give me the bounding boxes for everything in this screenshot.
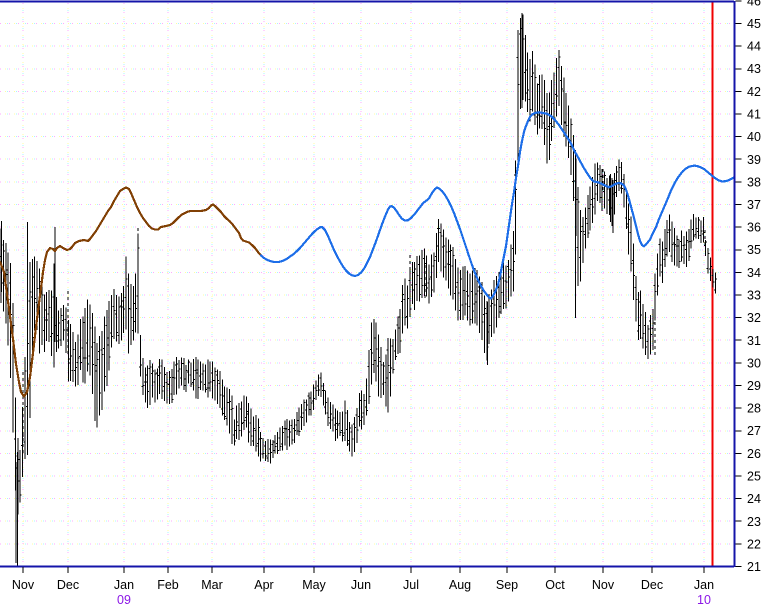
svg-text:34: 34 xyxy=(747,266,761,280)
svg-text:Sep: Sep xyxy=(496,578,518,592)
svg-text:10: 10 xyxy=(697,593,711,607)
svg-text:44: 44 xyxy=(747,40,761,54)
svg-text:32: 32 xyxy=(747,311,761,325)
svg-text:Oct: Oct xyxy=(545,578,565,592)
svg-text:Dec: Dec xyxy=(57,578,79,592)
svg-text:37: 37 xyxy=(747,198,761,212)
svg-text:23: 23 xyxy=(747,515,761,529)
svg-text:May: May xyxy=(302,578,326,592)
svg-text:Nov: Nov xyxy=(12,578,35,592)
svg-text:33: 33 xyxy=(747,289,761,303)
svg-text:25: 25 xyxy=(747,470,761,484)
svg-text:Jun: Jun xyxy=(351,578,371,592)
svg-text:24: 24 xyxy=(747,492,761,506)
svg-text:28: 28 xyxy=(747,402,761,416)
svg-text:Mar: Mar xyxy=(201,578,223,592)
svg-text:45: 45 xyxy=(747,17,761,31)
svg-text:27: 27 xyxy=(747,424,761,438)
svg-text:Feb: Feb xyxy=(157,578,179,592)
svg-text:40: 40 xyxy=(747,130,761,144)
svg-text:09: 09 xyxy=(117,593,131,607)
svg-text:30: 30 xyxy=(747,356,761,370)
svg-text:Aug: Aug xyxy=(449,578,471,592)
svg-text:Nov: Nov xyxy=(592,578,615,592)
svg-text:Jul: Jul xyxy=(403,578,419,592)
svg-text:26: 26 xyxy=(747,447,761,461)
svg-text:31: 31 xyxy=(747,334,761,348)
svg-text:Jan: Jan xyxy=(114,578,134,592)
svg-text:41: 41 xyxy=(747,108,761,122)
svg-text:38: 38 xyxy=(747,175,761,189)
svg-text:22: 22 xyxy=(747,537,761,551)
svg-text:42: 42 xyxy=(747,85,761,99)
svg-text:46: 46 xyxy=(747,0,761,8)
svg-text:36: 36 xyxy=(747,221,761,235)
svg-text:35: 35 xyxy=(747,243,761,257)
svg-text:Apr: Apr xyxy=(254,578,273,592)
svg-text:39: 39 xyxy=(747,153,761,167)
svg-text:21: 21 xyxy=(747,560,761,574)
svg-text:Jan: Jan xyxy=(694,578,714,592)
svg-text:Dec: Dec xyxy=(641,578,663,592)
svg-text:29: 29 xyxy=(747,379,761,393)
svg-text:43: 43 xyxy=(747,62,761,76)
